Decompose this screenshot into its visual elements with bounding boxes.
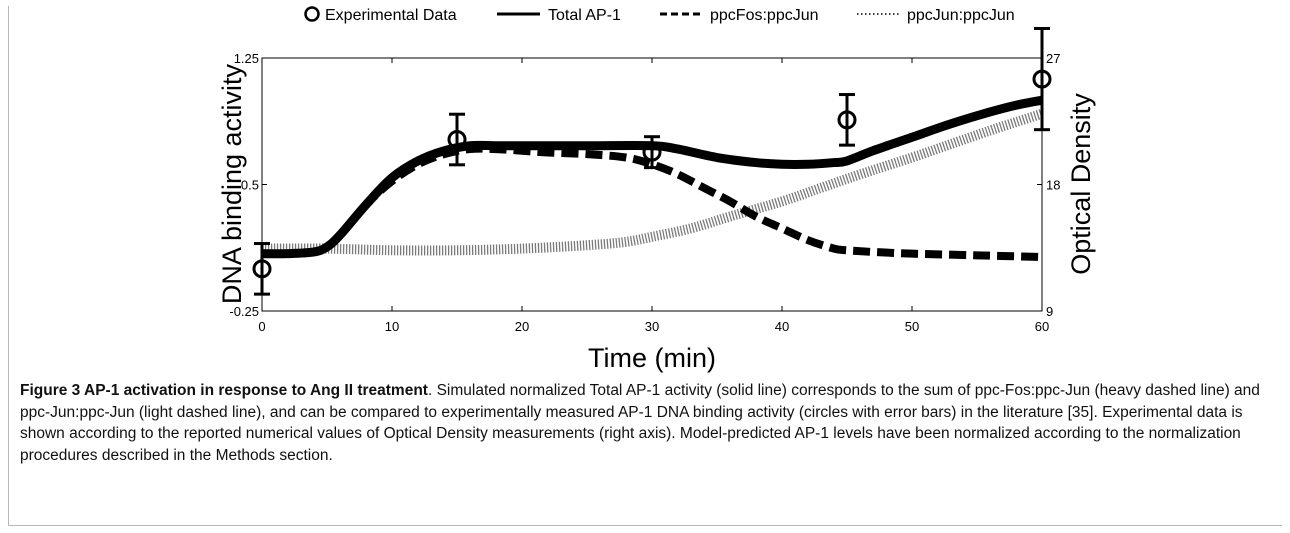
experimental-marker <box>837 110 857 130</box>
x-tick-label: 30 <box>645 319 659 334</box>
y2-axis-ticks: 9 18 27 <box>1037 51 1060 319</box>
figure-frame <box>8 6 1282 526</box>
x-tick-label: 50 <box>905 319 919 334</box>
y2-tick-label: 18 <box>1046 178 1060 193</box>
figure-caption: Figure 3 AP-1 activation in response to … <box>20 380 1275 466</box>
y-axis-label: DNA binding activity <box>217 63 247 304</box>
legend-marker-experimental <box>304 6 320 22</box>
legend-label-experimental: Experimental Data <box>325 7 457 24</box>
y2-axis-label: Optical Density <box>1066 93 1096 275</box>
series-line-ppcjun-ppcjun <box>262 108 1042 256</box>
legend-label-fos: ppcFos:ppcJun <box>710 7 819 24</box>
y2-tick-label: 9 <box>1046 304 1053 319</box>
x-tick-label: 40 <box>775 319 789 334</box>
y-tick-label: -0.25 <box>229 304 259 319</box>
x-axis-ticks: 0 10 20 30 40 50 60 <box>258 58 1049 334</box>
x-tick-label: 60 <box>1035 319 1049 334</box>
experimental-point <box>837 93 857 147</box>
x-tick-label: 20 <box>515 319 529 334</box>
x-axis-label: Time (min) <box>588 343 716 373</box>
experimental-marker <box>642 142 662 162</box>
experimental-point <box>642 135 662 170</box>
chart: Experimental Data Total AP-1 ppcFos:ppcJ… <box>217 6 1096 373</box>
y2-tick-label: 27 <box>1046 51 1060 66</box>
legend: Experimental Data Total AP-1 ppcFos:ppcJ… <box>304 6 1015 24</box>
caption-body: . Simulated normalized Total AP-1 activi… <box>20 382 1260 464</box>
experimental-point <box>447 112 467 167</box>
series-line-total-ap1 <box>262 95 1042 259</box>
experimental-marker <box>447 130 467 150</box>
x-tick-label: 10 <box>385 319 399 334</box>
x-tick-label: 0 <box>258 319 265 334</box>
caption-lead: Figure 3 AP-1 activation in response to … <box>20 382 428 399</box>
y-axis-ticks: -0.25 0.5 1.25 <box>229 51 267 319</box>
y-tick-label: 1.25 <box>234 51 259 66</box>
y-tick-label: 0.5 <box>241 178 259 193</box>
legend-label-jun: ppcJun:ppcJun <box>907 7 1015 24</box>
legend-label-total: Total AP-1 <box>548 7 621 24</box>
